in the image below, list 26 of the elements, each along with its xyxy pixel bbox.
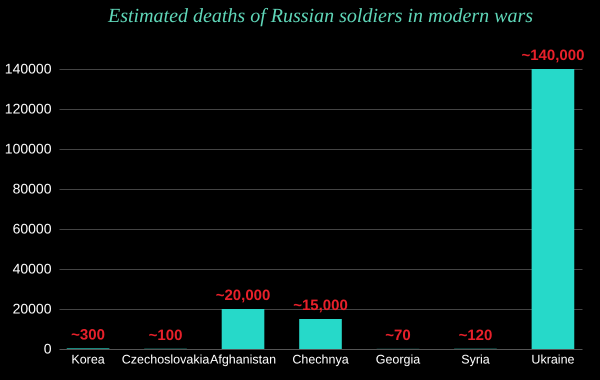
chart-title: Estimated deaths of Russian soldiers in modern wars xyxy=(106,5,534,27)
x-tick-label: Syria xyxy=(461,352,490,366)
x-tick-label: Georgia xyxy=(376,352,420,366)
y-tick-label: 20000 xyxy=(12,300,52,316)
y-tick-label: 140000 xyxy=(4,60,52,76)
bar xyxy=(299,319,342,349)
x-tick-label: Czechoslovakia xyxy=(122,352,210,366)
y-tick-label: 80000 xyxy=(12,180,52,196)
y-tick-label: 60000 xyxy=(12,220,52,236)
data-label: ~100 xyxy=(148,326,182,344)
data-label: ~140,000 xyxy=(521,47,584,64)
data-label: ~300 xyxy=(71,326,105,344)
data-label: ~20,000 xyxy=(216,287,270,304)
x-tick-label: Ukraine xyxy=(531,352,575,366)
bar xyxy=(222,309,264,349)
data-label: ~120 xyxy=(458,326,492,344)
y-tick-label: 0 xyxy=(44,340,52,356)
y-tick-label: 120000 xyxy=(4,100,52,116)
x-tick-label: Korea xyxy=(71,352,105,366)
bar xyxy=(532,69,574,349)
data-label: ~70 xyxy=(385,326,411,344)
y-tick-label: 40000 xyxy=(12,260,52,276)
x-tick-label: Afghanistan xyxy=(210,352,276,366)
y-tick-label: 100000 xyxy=(4,140,52,156)
x-tick-label: Chechnya xyxy=(292,352,349,366)
data-label: ~15,000 xyxy=(293,297,348,314)
